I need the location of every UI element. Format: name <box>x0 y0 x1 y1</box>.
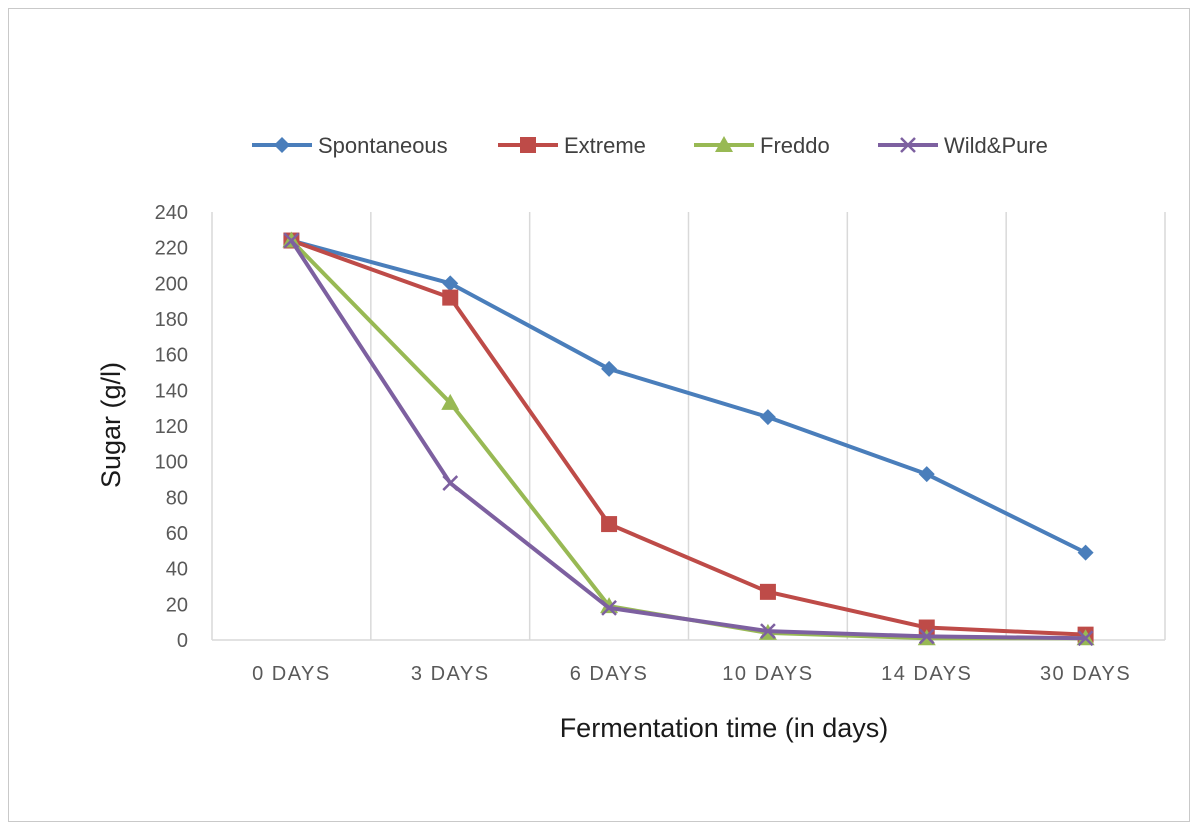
series-line <box>290 238 1086 637</box>
legend-item: Spontaneous <box>252 133 448 158</box>
y-tick-label: 180 <box>155 309 188 331</box>
y-tick-label: 60 <box>166 523 188 545</box>
data-point-marker <box>759 409 776 426</box>
legend-item: Extreme <box>498 133 646 158</box>
legend-item: Wild&Pure <box>878 133 1048 158</box>
data-point-marker <box>1077 544 1094 561</box>
series-layer <box>282 231 1095 647</box>
data-point-marker <box>1077 630 1094 647</box>
legend-item: Freddo <box>694 133 830 158</box>
legend-label: Wild&Pure <box>944 133 1048 158</box>
data-point-marker <box>900 137 916 153</box>
data-point-marker <box>601 600 617 616</box>
y-tick-label: 240 <box>155 202 188 224</box>
data-point-marker <box>601 360 618 377</box>
legend-label: Extreme <box>564 133 646 158</box>
x-tick-label: 3 DAYS <box>411 663 490 685</box>
y-tick-label: 200 <box>155 273 188 295</box>
chart-frame <box>8 8 1190 822</box>
x-tick-label: 0 DAYS <box>252 663 331 685</box>
x-axis-ticks: 0 DAYS 3 DAYS 6 DAYS 10 DAYS 14 DAYS 30 DAYS <box>252 663 1131 685</box>
x-tick-label: 10 DAYS <box>722 663 813 685</box>
data-point-marker <box>918 466 935 483</box>
y-tick-label: 80 <box>166 487 188 509</box>
y-tick-label: 160 <box>155 345 188 367</box>
y-tick-label: 40 <box>166 559 188 581</box>
series-line <box>289 239 1086 641</box>
y-tick-label: 220 <box>155 238 188 260</box>
data-point-marker <box>918 628 935 645</box>
data-point-marker <box>441 393 460 410</box>
data-point-marker <box>760 623 776 639</box>
data-point-marker <box>442 475 459 491</box>
data-point-marker <box>442 275 459 292</box>
data-point-marker <box>274 137 290 153</box>
data-point-marker <box>442 289 459 306</box>
series-wild-pure <box>283 232 1094 647</box>
x-tick-label: 6 DAYS <box>570 663 649 685</box>
y-tick-label: 20 <box>166 594 188 616</box>
data-point-marker <box>715 136 733 152</box>
x-tick-label: 14 DAYS <box>881 663 972 685</box>
legend-label: Freddo <box>760 133 830 158</box>
y-tick-label: 100 <box>155 452 188 474</box>
gridlines <box>211 212 1166 641</box>
series-line <box>290 238 1087 555</box>
data-point-marker <box>601 516 618 533</box>
x-tick-label: 30 DAYS <box>1040 663 1131 685</box>
data-point-marker <box>283 232 300 249</box>
y-axis-ticks: 0 20 40 60 80 100 120 140 160 180 200 220 240 <box>155 202 188 652</box>
legend: Spontaneous Extreme Freddo Wild&Pure <box>252 133 1048 158</box>
y-axis-title: Sugar (g/l) <box>96 362 126 488</box>
y-tick-label: 120 <box>155 416 188 438</box>
data-point-marker <box>759 583 776 600</box>
y-tick-label: 140 <box>155 380 188 402</box>
data-point-marker <box>520 137 536 153</box>
y-tick-label: 0 <box>177 630 188 652</box>
x-axis-title: Fermentation time (in days) <box>560 713 889 743</box>
legend-label: Spontaneous <box>318 133 448 158</box>
